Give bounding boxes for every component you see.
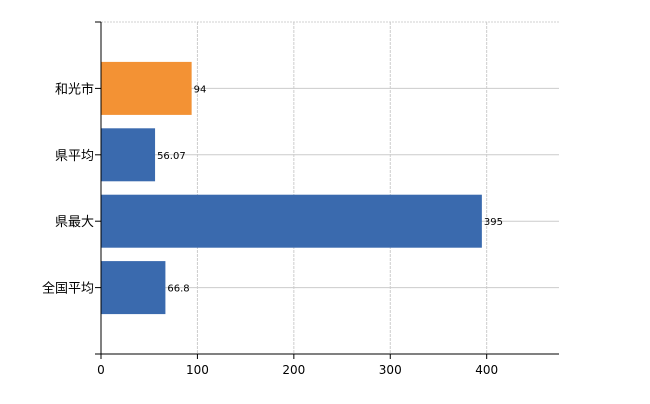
category-label: 県最大 bbox=[55, 215, 94, 230]
bar-1 bbox=[101, 61, 192, 115]
data-label: 56.07 bbox=[157, 151, 186, 162]
bar-4 bbox=[101, 261, 166, 315]
x-tick-label: 300 bbox=[379, 363, 402, 377]
x-tick-label: 0 bbox=[97, 363, 105, 377]
bar-2 bbox=[101, 128, 156, 182]
x-tick-label: 100 bbox=[186, 363, 209, 377]
x-tick-label: 200 bbox=[282, 363, 305, 377]
data-label: 66.8 bbox=[167, 284, 189, 295]
data-label: 395 bbox=[484, 217, 503, 228]
data-label: 94 bbox=[194, 84, 207, 95]
bar-3 bbox=[101, 194, 482, 248]
category-label: 和光市 bbox=[55, 81, 94, 97]
x-tick-label: 400 bbox=[475, 363, 498, 377]
category-label: 県平均 bbox=[55, 149, 94, 164]
category-label: 全国平均 bbox=[42, 281, 94, 297]
